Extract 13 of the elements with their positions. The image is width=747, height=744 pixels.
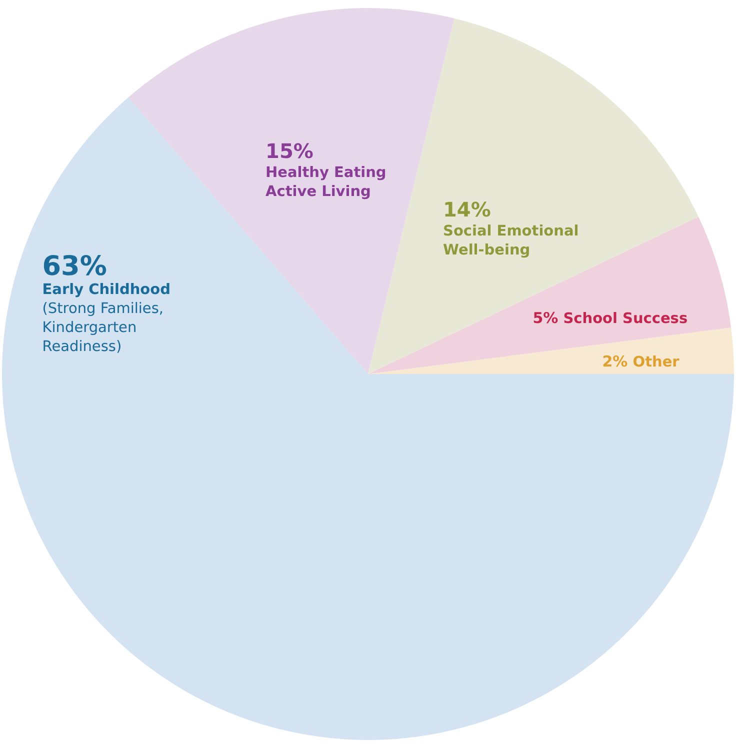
text: (Strong Families, Kindergarten Readiness) [42, 301, 164, 356]
data-label: 63% [42, 251, 107, 282]
data-label: 2% [602, 352, 628, 371]
slice-label: Social Emotional Well-being [443, 224, 579, 259]
pie-slice [368, 328, 734, 374]
slice-label: Early Childhood [42, 282, 170, 298]
data-label: 14% [443, 198, 491, 222]
slice-label: School Success [558, 310, 688, 327]
slice-label: Other [628, 354, 680, 371]
data-label: 15% [266, 139, 314, 164]
pie-slice [2, 97, 734, 740]
slice-label: Healthy Eating Active Living [266, 165, 386, 200]
data-label: 5% [532, 308, 558, 327]
